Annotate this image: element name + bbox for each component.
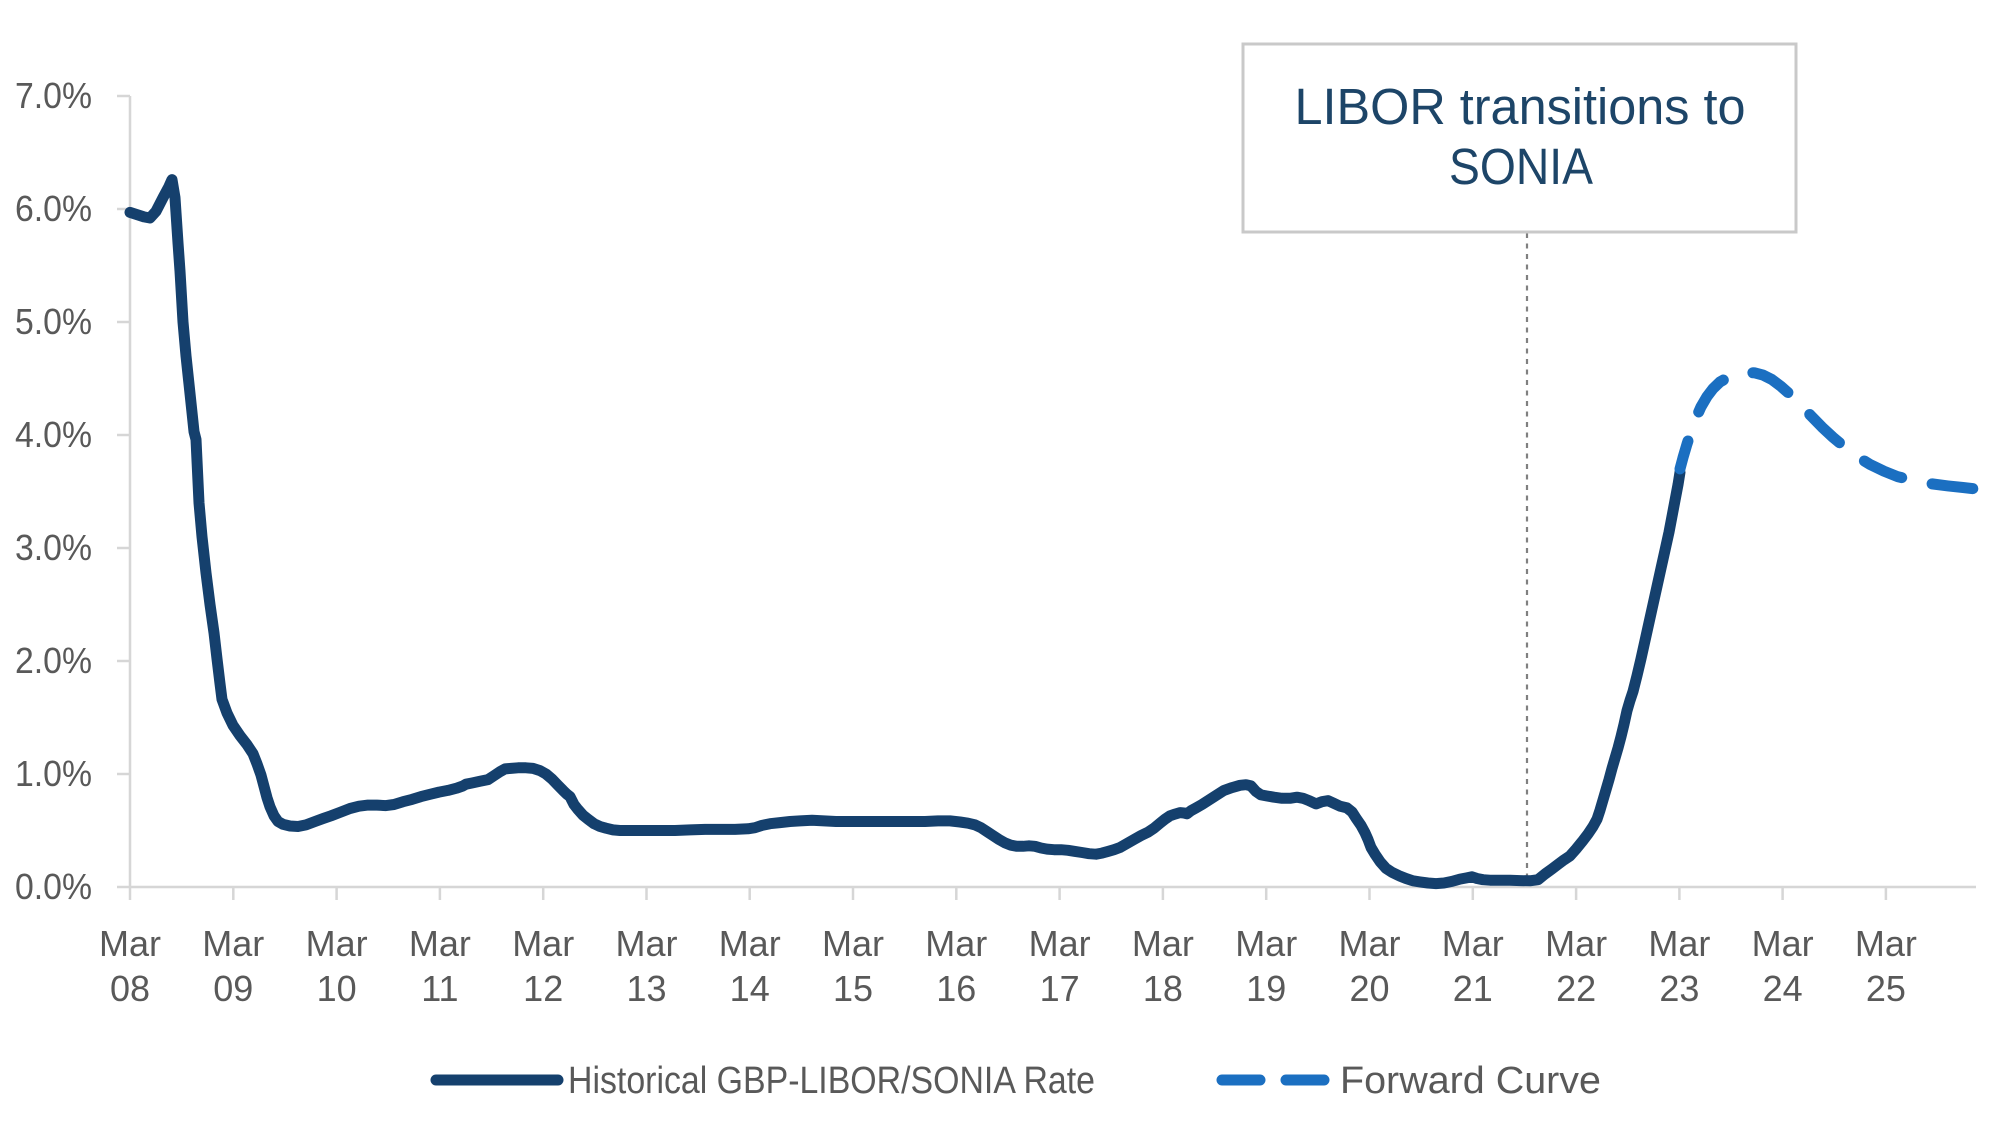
svg-text:Historical GBP-LIBOR/SONIA Rat: Historical GBP-LIBOR/SONIA Rate bbox=[568, 1060, 1095, 1102]
svg-text:22: 22 bbox=[1556, 968, 1596, 1009]
svg-text:Mar: Mar bbox=[616, 923, 678, 964]
svg-text:24: 24 bbox=[1763, 968, 1803, 1009]
svg-text:3.0%: 3.0% bbox=[15, 527, 92, 568]
svg-text:6.0%: 6.0% bbox=[15, 188, 92, 229]
svg-text:Mar: Mar bbox=[822, 923, 884, 964]
svg-text:Mar: Mar bbox=[1545, 923, 1607, 964]
svg-text:LIBOR transitions to: LIBOR transitions to bbox=[1295, 78, 1746, 135]
svg-text:11: 11 bbox=[421, 968, 458, 1009]
svg-text:15: 15 bbox=[833, 968, 873, 1009]
svg-text:Forward Curve: Forward Curve bbox=[1340, 1060, 1601, 1102]
svg-text:Mar: Mar bbox=[512, 923, 574, 964]
svg-text:Mar: Mar bbox=[99, 923, 161, 964]
svg-text:16: 16 bbox=[936, 968, 976, 1009]
svg-text:09: 09 bbox=[213, 968, 253, 1009]
svg-text:1.0%: 1.0% bbox=[15, 753, 92, 794]
svg-text:14: 14 bbox=[730, 968, 770, 1009]
svg-text:Mar: Mar bbox=[409, 923, 471, 964]
svg-text:19: 19 bbox=[1246, 968, 1286, 1009]
svg-text:Mar: Mar bbox=[306, 923, 368, 964]
svg-text:Mar: Mar bbox=[1235, 923, 1297, 964]
svg-text:Mar: Mar bbox=[1752, 923, 1814, 964]
svg-text:Mar: Mar bbox=[1132, 923, 1194, 964]
svg-text:0.0%: 0.0% bbox=[15, 866, 92, 907]
svg-text:Mar: Mar bbox=[925, 923, 987, 964]
svg-text:25: 25 bbox=[1866, 968, 1906, 1009]
svg-text:Mar: Mar bbox=[1339, 923, 1401, 964]
svg-text:17: 17 bbox=[1040, 968, 1080, 1009]
svg-text:Mar: Mar bbox=[1855, 923, 1917, 964]
svg-text:SONIA: SONIA bbox=[1449, 138, 1593, 195]
svg-text:Mar: Mar bbox=[1442, 923, 1504, 964]
svg-text:2.0%: 2.0% bbox=[15, 640, 92, 681]
svg-text:21: 21 bbox=[1453, 968, 1493, 1009]
svg-text:08: 08 bbox=[110, 968, 150, 1009]
svg-text:Mar: Mar bbox=[719, 923, 781, 964]
svg-text:23: 23 bbox=[1659, 968, 1699, 1009]
svg-text:5.0%: 5.0% bbox=[15, 301, 92, 342]
svg-text:20: 20 bbox=[1349, 968, 1389, 1009]
svg-text:18: 18 bbox=[1143, 968, 1183, 1009]
svg-text:10: 10 bbox=[317, 968, 357, 1009]
svg-text:7.0%: 7.0% bbox=[15, 75, 92, 116]
svg-text:12: 12 bbox=[523, 968, 563, 1009]
svg-text:Mar: Mar bbox=[1029, 923, 1091, 964]
svg-text:13: 13 bbox=[626, 968, 666, 1009]
svg-text:Mar: Mar bbox=[202, 923, 264, 964]
svg-text:4.0%: 4.0% bbox=[15, 414, 92, 455]
svg-text:Mar: Mar bbox=[1648, 923, 1710, 964]
